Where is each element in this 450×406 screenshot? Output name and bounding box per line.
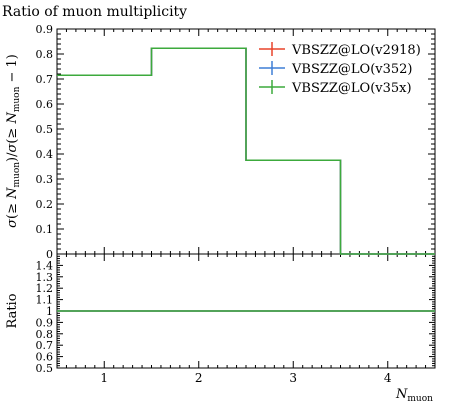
- ratio-y-tick-label: 1.1: [36, 294, 54, 307]
- ratio-y-tick-label: 1.2: [36, 282, 54, 295]
- ratio-y-tick-label: 1.4: [36, 259, 54, 272]
- ratio-y-axis: 0.50.60.70.80.911.11.21.31.4: [36, 255, 435, 375]
- legend-entry-label: VBSZZ@LO(v352): [291, 62, 413, 77]
- ratio-y-tick-label: 0.8: [36, 328, 54, 341]
- main-y-tick-label: 0.4: [36, 148, 54, 161]
- ratio-y-tick-label: 0.7: [36, 339, 54, 352]
- main-y-tick-label: 0.5: [36, 123, 54, 136]
- main-y-tick-label: 0: [46, 248, 53, 261]
- main-y-tick-label: 0.3: [36, 173, 54, 186]
- main-y-tick-label: 0.7: [36, 73, 54, 86]
- main-y-tick-label: 0.1: [36, 223, 54, 236]
- ratio-y-tick-label: 1.3: [36, 271, 54, 284]
- x-tick-label: 1: [100, 371, 108, 385]
- x-axis-label: Nmuon: [395, 387, 433, 404]
- main-y-axis: 0 0.1 0.2 0.3 0.4 0.5 0.6 0.7 0.8 0.9: [36, 23, 435, 261]
- main-y-tick-label: 0.2: [36, 198, 54, 211]
- ratio-y-tick-label: 0.5: [36, 362, 54, 375]
- x-axis: 1 2 3 4: [56, 29, 436, 385]
- main-y-tick-label: 0.9: [36, 23, 54, 36]
- main-y-tick-label: 0.8: [36, 48, 54, 61]
- ratio-y-tick-label: 0.6: [36, 351, 54, 364]
- main-y-tick-label: 0.6: [36, 98, 54, 111]
- chart-title: Ratio of muon multiplicity: [2, 4, 187, 20]
- main-series-line: [57, 47, 435, 255]
- ratio-y-tick-label: 1: [46, 305, 53, 318]
- legend-entry-label: VBSZZ@LO(v35x): [291, 81, 412, 96]
- main-series-group: [57, 47, 435, 255]
- ratio-y-axis-label: Ratio: [5, 293, 20, 328]
- main-y-axis-label: σ(≥ Nmuon)/σ(≥ Nmuon − 1): [5, 54, 22, 228]
- x-tick-label: 3: [289, 371, 297, 385]
- legend-entry-label: VBSZZ@LO(v2918): [291, 43, 421, 58]
- x-tick-label: 4: [384, 371, 392, 385]
- legend: VBSZZ@LO(v2918) VBSZZ@LO(v352) VBSZZ@LO(v3…: [259, 42, 421, 96]
- x-tick-label: 2: [195, 371, 203, 385]
- ratio-y-tick-label: 0.9: [36, 316, 54, 329]
